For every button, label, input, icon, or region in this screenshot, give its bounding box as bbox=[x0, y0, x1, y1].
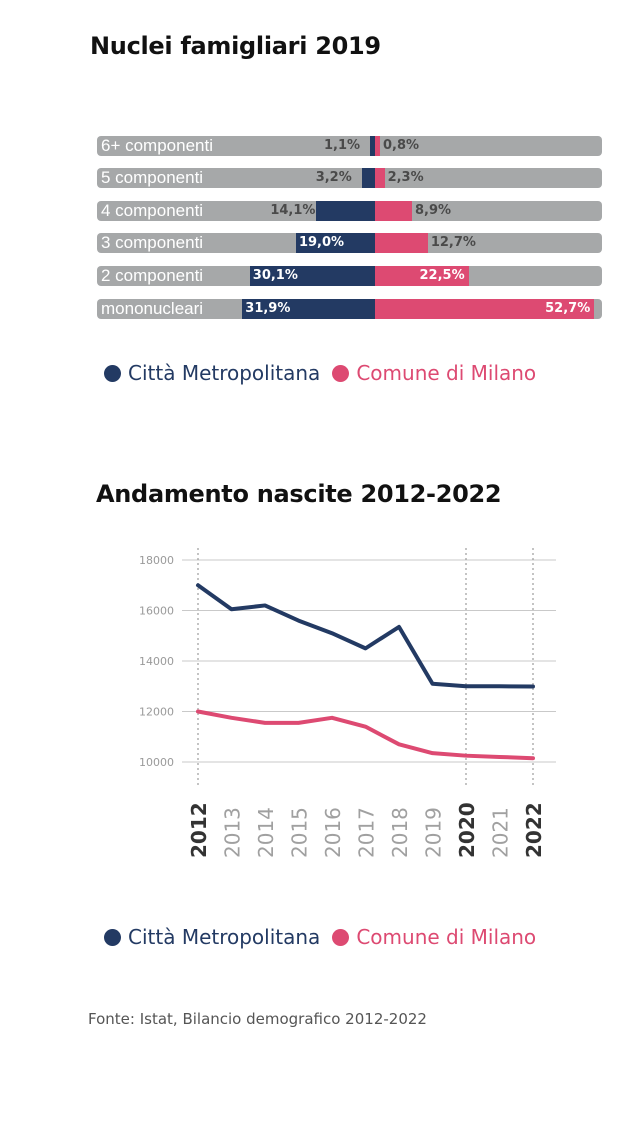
bar-chart-title: Nuclei famigliari 2019 bbox=[90, 32, 381, 60]
x-tick-label: 2018 bbox=[388, 807, 412, 858]
bar-row: 5 componenti 3,2% 2,3% bbox=[97, 168, 602, 188]
bar-chart: 6+ componenti 1,1% 0,8% 5 componenti 3,2% 2,3… bbox=[0, 0, 638, 340]
bar-value-label-metro: 31,9% bbox=[245, 301, 291, 316]
bar-row: 6+ componenti 1,1% 0,8% bbox=[97, 136, 602, 156]
bar-value-label-milano: 0,8% bbox=[383, 138, 420, 153]
x-tick-label: 2012 bbox=[187, 802, 211, 858]
y-tick-label: 12000 bbox=[139, 706, 174, 719]
x-tick-label: 2016 bbox=[321, 807, 345, 858]
legend-item-milano: Comune di Milano bbox=[332, 361, 536, 385]
bar-value-label-metro: 30,1% bbox=[252, 268, 298, 283]
bar-category-label: 6+ componenti bbox=[101, 136, 213, 155]
bar-value-label-milano: 8,9% bbox=[415, 203, 452, 218]
legend-label-metro: Città Metropolitana bbox=[128, 925, 321, 949]
bar-category-label: 4 componenti bbox=[101, 201, 204, 220]
bar-metro bbox=[295, 233, 375, 253]
bar-value-label-milano: 52,7% bbox=[545, 301, 591, 316]
bar-chart-legend: Città Metropolitana Comune di Milano bbox=[104, 358, 536, 388]
legend-item-metro: Città Metropolitana bbox=[104, 361, 320, 385]
line-chart: 10000 12000 14000 16000 18000 2012 2013 2014 201… bbox=[139, 548, 556, 858]
legend-label-milano: Comune di Milano bbox=[356, 925, 537, 949]
bar-metro bbox=[242, 299, 375, 319]
legend-label-milano: Comune di Milano bbox=[356, 361, 537, 385]
bar-milano bbox=[375, 233, 428, 253]
bar-milano bbox=[375, 299, 595, 319]
bar-row: mononucleari 31,9% 52,7% bbox=[97, 299, 602, 319]
bar-value-label-metro: 1,1% bbox=[324, 138, 361, 153]
x-tick-label: 2021 bbox=[489, 807, 513, 858]
x-tick-label: 2013 bbox=[221, 807, 245, 858]
legend-item-milano: Comune di Milano bbox=[332, 925, 536, 949]
bar-value-label-metro: 3,2% bbox=[315, 170, 352, 185]
bar-value-label-metro: 14,1% bbox=[270, 203, 316, 218]
y-tick-label: 14000 bbox=[139, 655, 174, 668]
bar-value-label-milano: 2,3% bbox=[387, 170, 424, 185]
bar-row: 2 componenti 30,1% 22,5% bbox=[97, 266, 602, 286]
y-tick-label: 18000 bbox=[139, 554, 174, 567]
bar-milano bbox=[375, 201, 413, 221]
bar-category-label: 3 componenti bbox=[101, 233, 204, 252]
legend-item-metro: Città Metropolitana bbox=[104, 925, 320, 949]
x-tick-label: 2020 bbox=[455, 802, 479, 858]
source-note: Fonte: Istat, Bilancio demografico 2012-… bbox=[88, 1010, 427, 1028]
bar-value-label-milano: 12,7% bbox=[430, 235, 476, 250]
bar-category-label: 2 componenti bbox=[101, 266, 204, 285]
bar-metro bbox=[316, 201, 375, 221]
bar-row: 3 componenti 19,0% 12,7% bbox=[97, 233, 602, 253]
bar-metro bbox=[370, 136, 375, 156]
y-tick-label: 16000 bbox=[139, 605, 174, 618]
x-tick-label: 2015 bbox=[288, 807, 312, 858]
series-line-metro bbox=[196, 583, 535, 689]
x-tick-label: 2019 bbox=[422, 807, 446, 858]
bar-metro bbox=[249, 266, 375, 286]
x-tick-label: 2017 bbox=[355, 807, 379, 858]
legend-dot-metro-icon bbox=[104, 928, 121, 946]
line-chart-title: Andamento nascite 2012-2022 bbox=[96, 480, 502, 508]
bar-milano bbox=[375, 266, 469, 286]
line-chart-legend: Città Metropolitana Comune di Milano bbox=[104, 922, 536, 952]
y-tick-label: 10000 bbox=[139, 756, 174, 769]
bar-category-label: mononucleari bbox=[101, 299, 204, 318]
legend-dot-milano-icon bbox=[332, 928, 350, 946]
bar-metro bbox=[361, 168, 375, 188]
bar-milano bbox=[375, 136, 380, 156]
bar-value-label-milano: 22,5% bbox=[419, 268, 465, 283]
x-tick-label: 2022 bbox=[522, 802, 546, 858]
bar-row: 4 componenti 14,1% 8,9% bbox=[97, 201, 602, 221]
legend-dot-metro-icon bbox=[104, 364, 121, 382]
legend-label-metro: Città Metropolitana bbox=[128, 361, 321, 385]
legend-dot-milano-icon bbox=[332, 364, 350, 382]
series-line-milano bbox=[196, 709, 535, 761]
x-tick-label: 2014 bbox=[254, 807, 278, 858]
bar-value-label-metro: 19,0% bbox=[298, 235, 345, 250]
bar-category-label: 5 componenti bbox=[101, 168, 204, 187]
bar-milano bbox=[375, 168, 385, 188]
